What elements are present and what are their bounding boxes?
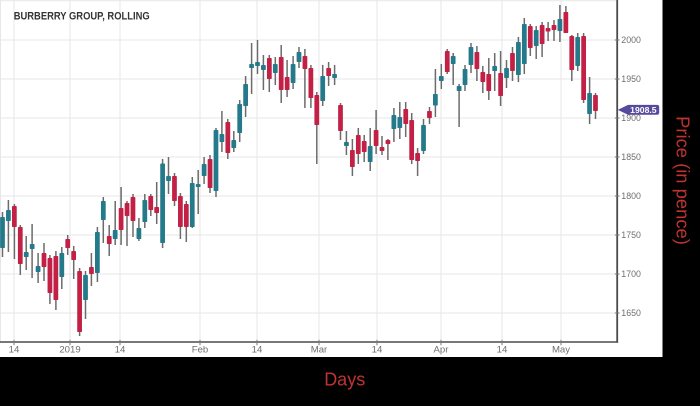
svg-text:Apr: Apr [434,345,450,356]
svg-text:Price (in pence): Price (in pence) [672,116,693,245]
svg-text:2019: 2019 [59,345,80,356]
svg-text:1700: 1700 [621,269,641,279]
svg-text:14: 14 [252,345,263,356]
svg-text:14: 14 [115,345,126,356]
svg-text:1908.5: 1908.5 [630,105,657,115]
svg-text:14: 14 [9,345,20,356]
svg-text:Feb: Feb [192,345,209,356]
svg-text:1750: 1750 [621,230,641,240]
svg-text:1900: 1900 [621,113,641,123]
svg-text:1800: 1800 [621,191,641,201]
svg-text:14: 14 [497,345,508,356]
svg-text:May: May [552,345,570,356]
svg-text:1850: 1850 [621,152,641,162]
svg-text:BURBERRY GROUP, ROLLING: BURBERRY GROUP, ROLLING [14,10,150,22]
svg-text:2000: 2000 [621,35,641,45]
svg-text:Mar: Mar [311,345,328,356]
svg-text:Days: Days [324,370,365,390]
svg-text:14: 14 [372,345,383,356]
svg-text:1650: 1650 [621,308,641,318]
svg-text:1950: 1950 [621,74,641,84]
